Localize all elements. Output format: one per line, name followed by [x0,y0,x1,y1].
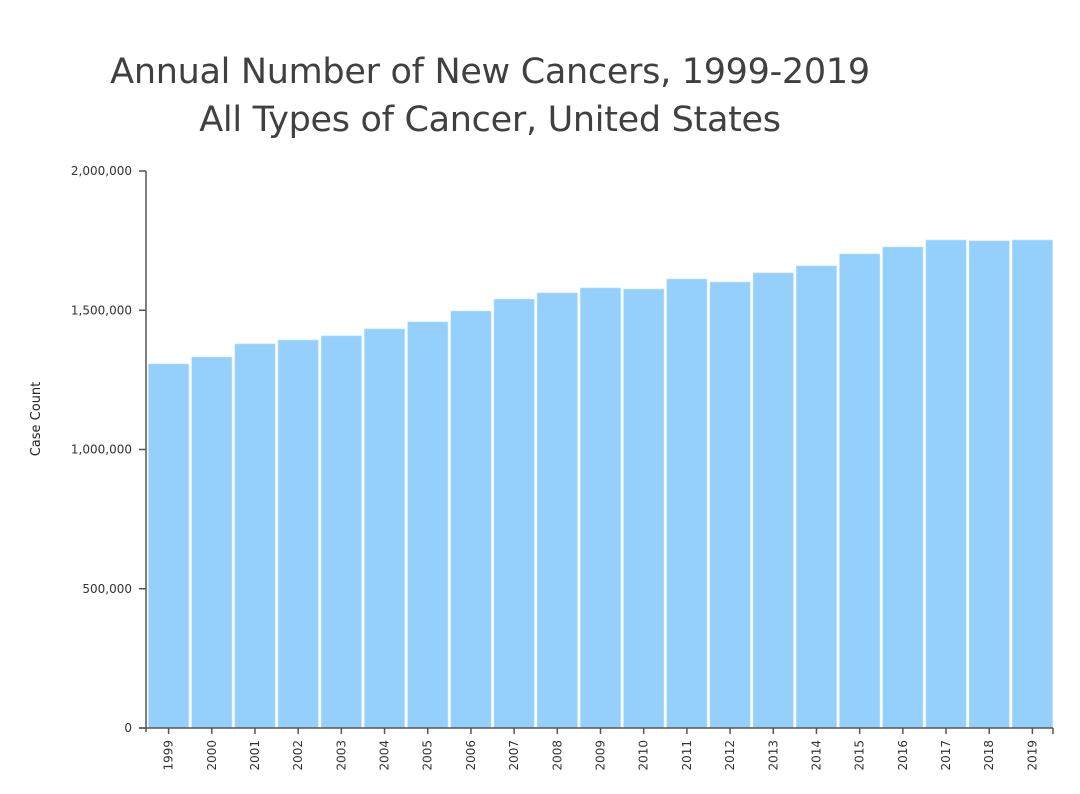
bar-2004 [364,328,405,729]
x-tick-label: 2009 [594,740,608,771]
y-tick-label: 2,000,000 [71,164,132,178]
y-tick-label: 1,000,000 [71,443,132,457]
x-tick-label: 2012 [723,740,737,771]
bar-2017 [925,239,967,729]
bar-2007 [493,298,535,729]
x-tick-label: 2002 [291,740,305,771]
bar-2016 [882,246,924,729]
y-axis-label: Case Count [29,382,44,457]
chart-subtitle: All Types of Cancer, United States [199,100,781,140]
bar-2018 [968,240,1010,729]
x-tick-label: 2006 [464,740,478,771]
bar-2014 [796,265,837,729]
x-tick-label: 1999 [162,740,176,771]
bar-2015 [839,253,881,729]
x-tick-label: 2004 [378,740,392,771]
y-tick-label: 1,500,000 [71,303,132,317]
bar-2005 [407,321,449,729]
x-tick-label: 2018 [982,740,996,771]
bar-1999 [148,363,189,729]
x-tick-label: 2001 [248,740,262,771]
x-tick-label: 2005 [421,740,435,771]
x-tick-label: 2015 [853,740,867,771]
x-tick-label: 2016 [896,740,910,771]
x-tick-label: 2007 [507,740,521,771]
y-tick-label: 0 [124,721,132,735]
bar-2008 [536,292,578,729]
bars-group [148,239,1053,729]
bar-2013 [752,272,794,729]
x-tick-label: 2003 [334,740,348,771]
x-tick-label: 2000 [205,740,219,771]
x-tick-label: 2010 [637,740,651,771]
x-tick-label: 2013 [766,740,780,771]
bar-2019 [1012,239,1053,729]
bar-2001 [234,343,276,729]
bar-2010 [623,288,665,729]
x-axis: 1999 2000 2001 2002 2003 2004 2005 2006 2007 2008… [139,727,1054,771]
x-tick-label: 2019 [1025,740,1039,771]
x-tick-label: 2008 [550,740,564,771]
chart-title: Annual Number of New Cancers, 1999-2019 [110,52,870,92]
bar-2003 [320,335,362,729]
bar-2009 [580,287,621,729]
bar-2006 [450,310,492,729]
x-tick-label: 2014 [809,740,823,771]
y-tick-label: 500,000 [82,582,132,596]
x-tick-label: 2011 [680,740,694,771]
bar-2002 [277,339,319,729]
bar-2011 [666,278,708,729]
x-tick-label: 2017 [939,740,953,771]
bar-2000 [191,356,233,729]
bar-2012 [709,281,751,729]
y-axis: 0 500,000 1,000,000 1,500,000 2,000,000 [71,164,147,735]
